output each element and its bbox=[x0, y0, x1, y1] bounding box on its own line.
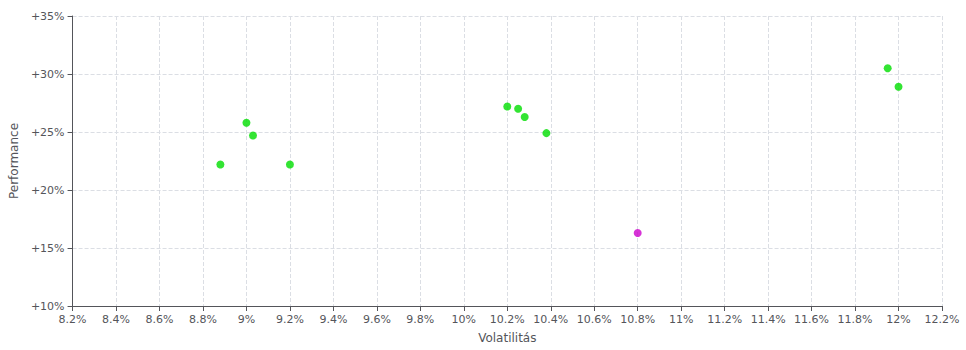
svg-text:10.4%: 10.4% bbox=[533, 313, 568, 326]
svg-text:10.8%: 10.8% bbox=[620, 313, 655, 326]
svg-text:+10%: +10% bbox=[31, 300, 65, 313]
svg-text:11.8%: 11.8% bbox=[838, 313, 873, 326]
svg-text:9.8%: 9.8% bbox=[406, 313, 434, 326]
svg-text:8.2%: 8.2% bbox=[59, 313, 87, 326]
svg-text:9.6%: 9.6% bbox=[363, 313, 391, 326]
svg-text:Volatilitás: Volatilitás bbox=[478, 331, 536, 345]
svg-text:9%: 9% bbox=[238, 313, 255, 326]
svg-text:12.2%: 12.2% bbox=[925, 313, 960, 326]
svg-text:11.4%: 11.4% bbox=[751, 313, 786, 326]
svg-text:11.2%: 11.2% bbox=[707, 313, 742, 326]
svg-text:12%: 12% bbox=[886, 313, 910, 326]
svg-text:+15%: +15% bbox=[31, 242, 65, 255]
svg-text:10.2%: 10.2% bbox=[490, 313, 525, 326]
svg-text:11.6%: 11.6% bbox=[794, 313, 829, 326]
svg-text:Performance: Performance bbox=[7, 123, 21, 199]
svg-text:8.6%: 8.6% bbox=[146, 313, 174, 326]
svg-text:8.4%: 8.4% bbox=[102, 313, 130, 326]
svg-text:10%: 10% bbox=[452, 313, 476, 326]
svg-text:+35%: +35% bbox=[31, 10, 65, 23]
svg-text:8.8%: 8.8% bbox=[189, 313, 217, 326]
svg-text:+30%: +30% bbox=[31, 68, 65, 81]
svg-text:11%: 11% bbox=[669, 313, 693, 326]
svg-text:+25%: +25% bbox=[31, 126, 65, 139]
svg-text:9.4%: 9.4% bbox=[319, 313, 347, 326]
svg-text:10.6%: 10.6% bbox=[577, 313, 612, 326]
svg-text:+20%: +20% bbox=[31, 184, 65, 197]
svg-text:9.2%: 9.2% bbox=[276, 313, 304, 326]
